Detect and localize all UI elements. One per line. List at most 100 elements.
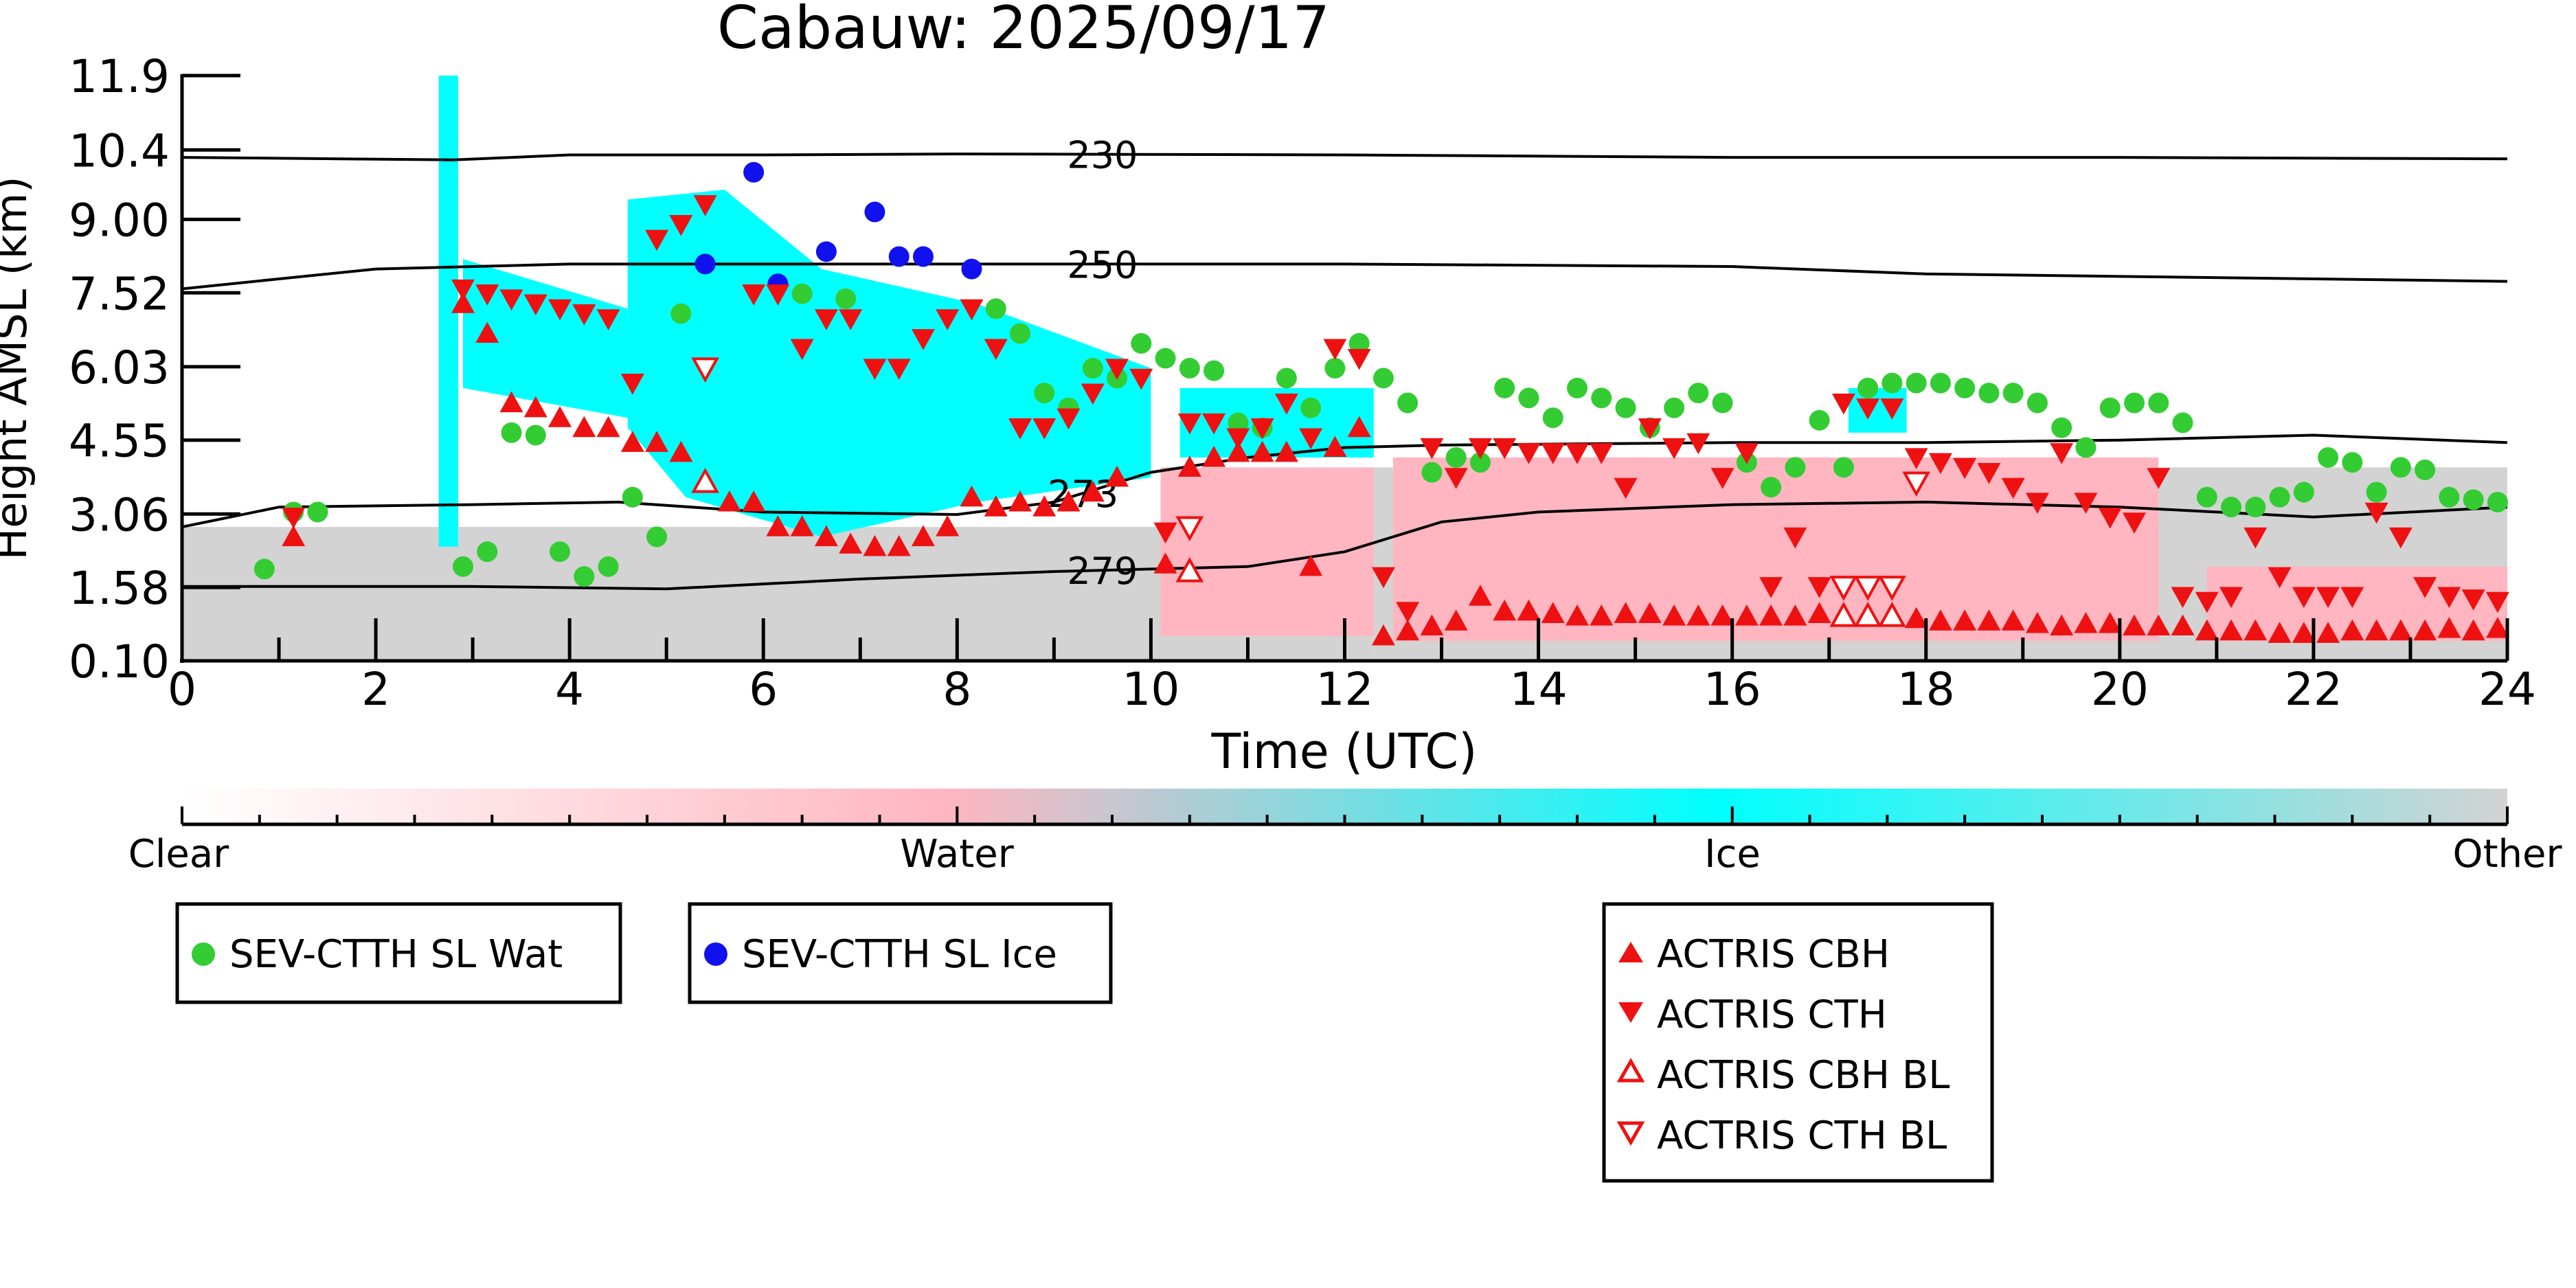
data-point (2316, 622, 2340, 643)
y-tick-label: 3.06 (69, 488, 170, 541)
data-point (2342, 452, 2363, 473)
data-point (1662, 438, 1686, 460)
data-point (501, 422, 522, 443)
data-point (2074, 611, 2098, 633)
legend-label-actris-cbh-bl: ACTRIS CBH BL (1657, 1053, 1950, 1098)
data-point (1807, 602, 1831, 624)
data-point (1468, 585, 1492, 606)
data-point (1057, 490, 1081, 512)
data-point (1105, 465, 1129, 487)
data-point (2292, 587, 2316, 609)
data-point (2318, 447, 2339, 468)
y-tick-label: 7.52 (69, 267, 170, 320)
data-point (645, 229, 669, 251)
data-point (1179, 358, 1200, 379)
data-point (1928, 609, 1952, 631)
data-point (766, 284, 790, 306)
data-point (548, 406, 572, 427)
data-point (2269, 486, 2290, 508)
data-point (2122, 614, 2146, 636)
data-point (887, 359, 911, 380)
data-point (1829, 576, 1858, 601)
data-point (1977, 463, 2001, 484)
data-point (1082, 358, 1103, 379)
legend-label-actris-cth-bl: ACTRIS CTH BL (1657, 1114, 1947, 1158)
legend-marker-actris-cbh-bl (1616, 1057, 1645, 1083)
data-point (1664, 397, 1685, 418)
data-point (984, 339, 1008, 361)
legend-marker-sev-wat (192, 942, 215, 966)
data-point (1710, 468, 1735, 489)
x-tick-label: 12 (1316, 663, 1374, 716)
legend-label-actris-cth: ACTRIS CTH (1657, 993, 1887, 1037)
data-point (596, 416, 620, 438)
data-point (2463, 489, 2484, 510)
data-point (1034, 383, 1055, 404)
x-tick-label: 2 (361, 663, 390, 716)
x-tick-label: 8 (942, 663, 971, 716)
data-point (548, 299, 572, 321)
data-point (1517, 443, 1541, 464)
data-point (2461, 589, 2485, 611)
data-point (1829, 601, 1858, 627)
contour-line-230 (182, 152, 2507, 161)
data-point (1904, 448, 1928, 469)
data-point (1566, 605, 1589, 626)
legend-label-actris-cbh: ACTRIS CBH (1657, 932, 1890, 977)
data-point (2245, 497, 2266, 518)
data-point (1833, 457, 1854, 478)
data-point (2485, 591, 2509, 613)
data-point (2171, 587, 2195, 609)
data-point (1541, 443, 1565, 464)
data-point (766, 515, 790, 536)
data-point (1686, 433, 1710, 455)
colorbar-ticks (181, 806, 2509, 824)
data-point (2437, 617, 2461, 638)
data-point (2074, 493, 2098, 514)
data-point (743, 161, 765, 183)
data-point (2268, 622, 2292, 643)
data-point (620, 374, 644, 395)
data-point (863, 359, 887, 380)
data-point (1032, 418, 1057, 440)
y-tick-label: 11.9 (69, 50, 170, 103)
data-point (1032, 495, 1057, 517)
data-point (1856, 398, 1880, 420)
contour-label-230: 230 (1067, 134, 1138, 177)
data-point (1494, 377, 1515, 398)
y-tick-label: 0.10 (69, 635, 170, 688)
contour-label-279: 279 (1067, 550, 1138, 593)
data-point (1710, 605, 1735, 626)
data-point (1469, 452, 1491, 473)
y-tick-label: 4.55 (69, 415, 170, 468)
data-point (1853, 601, 1882, 627)
x-tick-label: 16 (1704, 663, 1761, 716)
chart-title: Cabauw: 2025/09/17 (717, 0, 1330, 63)
data-point (2148, 392, 2169, 414)
data-point (911, 525, 935, 547)
data-point (669, 440, 693, 462)
contour-line-250 (182, 262, 2507, 291)
x-tick-label: 24 (2478, 663, 2536, 716)
y-tick-label: 6.03 (69, 341, 170, 394)
data-point (307, 501, 328, 523)
data-point (2366, 482, 2387, 503)
data-point (1542, 407, 1563, 429)
data-point (2075, 437, 2097, 458)
data-point (1686, 605, 1710, 626)
data-point (1202, 445, 1226, 467)
data-point (2268, 567, 2292, 589)
colorbar-label-other: Other (2452, 832, 2562, 877)
legend-label-sev-ice: SEV-CTTH SL Ice (742, 932, 1057, 977)
data-point (2122, 512, 2146, 534)
data-point (2050, 614, 2074, 636)
data-point (1276, 368, 1297, 389)
data-point (451, 292, 475, 313)
data-point (1954, 377, 1976, 398)
ice-field-early (463, 259, 628, 418)
data-point (791, 283, 813, 304)
data-point (1299, 428, 1323, 450)
data-point (1153, 552, 1177, 574)
data-point (1324, 358, 1346, 379)
